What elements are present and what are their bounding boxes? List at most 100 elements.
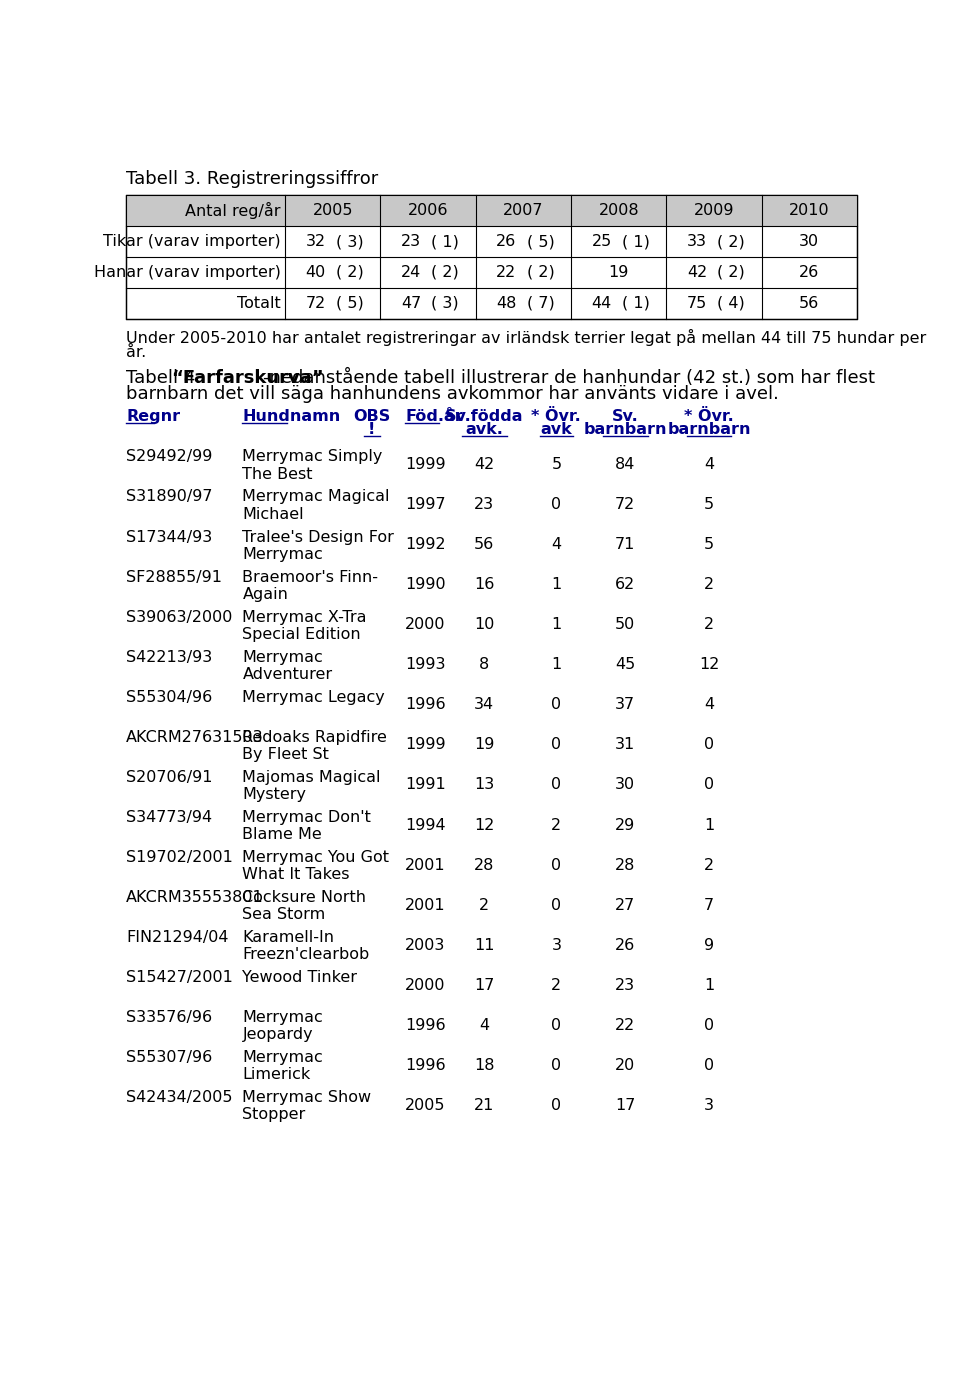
Text: Merrymac X-Tra
Special Edition: Merrymac X-Tra Special Edition <box>243 609 367 642</box>
Text: 2006: 2006 <box>408 203 448 219</box>
Text: S39063/2000: S39063/2000 <box>126 609 232 624</box>
Text: 45: 45 <box>615 657 636 673</box>
Text: 2: 2 <box>551 977 562 992</box>
Text: 28: 28 <box>615 858 636 872</box>
Text: 0: 0 <box>551 1017 562 1032</box>
Text: 2010: 2010 <box>789 203 829 219</box>
Text: 18: 18 <box>474 1057 494 1073</box>
Text: ( 2): ( 2) <box>431 264 459 280</box>
Text: barnbarn: barnbarn <box>584 422 667 437</box>
Text: Tikar (varav importer): Tikar (varav importer) <box>103 234 280 249</box>
Text: 26: 26 <box>496 234 516 249</box>
Text: 0: 0 <box>551 738 562 753</box>
Text: 0: 0 <box>551 497 562 512</box>
Text: Merrymac Don't
Blame Me: Merrymac Don't Blame Me <box>243 810 372 843</box>
Text: 0: 0 <box>551 698 562 713</box>
Text: Tabell 4.: Tabell 4. <box>126 370 207 388</box>
Text: ( 2): ( 2) <box>717 264 745 280</box>
Text: -nedanstående tabell illustrerar de hanhundar (42 st.) som har flest: -nedanstående tabell illustrerar de hanh… <box>263 370 875 388</box>
Text: SF28855/91: SF28855/91 <box>126 570 222 584</box>
Text: 3: 3 <box>704 1098 714 1113</box>
Text: 25: 25 <box>591 234 612 249</box>
Bar <box>126 195 857 318</box>
Text: 1996: 1996 <box>405 1017 445 1032</box>
Text: 2000: 2000 <box>405 617 445 632</box>
Text: 37: 37 <box>615 698 636 713</box>
Text: 1993: 1993 <box>405 657 445 673</box>
Text: 30: 30 <box>800 234 820 249</box>
Text: 19: 19 <box>609 264 629 280</box>
Text: 22: 22 <box>496 264 516 280</box>
Text: S33576/96: S33576/96 <box>126 1010 212 1026</box>
Text: 30: 30 <box>615 778 636 793</box>
Text: 0: 0 <box>704 778 714 793</box>
Text: 1991: 1991 <box>405 778 446 793</box>
Text: “Farfarskurva”: “Farfarskurva” <box>171 370 324 388</box>
Text: 31: 31 <box>615 738 636 753</box>
Text: 1990: 1990 <box>405 577 445 592</box>
Text: S29492/99: S29492/99 <box>126 450 212 465</box>
Text: 44: 44 <box>591 296 612 310</box>
Text: AKCRM27631503: AKCRM27631503 <box>126 729 264 745</box>
Text: 4: 4 <box>479 1017 490 1032</box>
Text: 42: 42 <box>474 457 494 472</box>
Text: 1997: 1997 <box>405 497 445 512</box>
Text: 0: 0 <box>704 1057 714 1073</box>
Text: 42: 42 <box>686 264 707 280</box>
Text: * Övr.: * Övr. <box>684 410 733 425</box>
Text: 2: 2 <box>479 898 490 912</box>
Text: AKCRM35553801: AKCRM35553801 <box>126 890 264 905</box>
Text: Merrymac
Jeopardy: Merrymac Jeopardy <box>243 1010 324 1042</box>
Text: * Övr.: * Övr. <box>532 410 581 425</box>
Text: OBS: OBS <box>353 410 391 425</box>
Text: barnbarn: barnbarn <box>667 422 751 437</box>
Text: ( 7): ( 7) <box>527 296 555 310</box>
Text: 34: 34 <box>474 698 494 713</box>
Text: Karamell-In
Freezn'clearbob: Karamell-In Freezn'clearbob <box>243 930 370 962</box>
Text: 13: 13 <box>474 778 494 793</box>
Text: 56: 56 <box>800 296 820 310</box>
Text: 32: 32 <box>305 234 325 249</box>
Text: 5: 5 <box>704 537 714 552</box>
Text: 2000: 2000 <box>405 977 445 992</box>
Text: 23: 23 <box>474 497 494 512</box>
Text: 0: 0 <box>704 738 714 753</box>
Text: ( 1): ( 1) <box>431 234 459 249</box>
Text: Redoaks Rapidfire
By Fleet St: Redoaks Rapidfire By Fleet St <box>243 729 387 763</box>
Text: 0: 0 <box>704 1017 714 1032</box>
Text: 2007: 2007 <box>503 203 543 219</box>
Text: 24: 24 <box>400 264 421 280</box>
Text: 17: 17 <box>474 977 494 992</box>
Text: S42434/2005: S42434/2005 <box>126 1091 232 1104</box>
Text: Tralee's Design For
Merrymac: Tralee's Design For Merrymac <box>243 530 395 562</box>
Text: 2001: 2001 <box>405 898 445 912</box>
Text: 21: 21 <box>474 1098 494 1113</box>
Text: S55304/96: S55304/96 <box>126 689 212 704</box>
Text: 1: 1 <box>704 818 714 833</box>
Text: ( 5): ( 5) <box>336 296 364 310</box>
Text: ( 3): ( 3) <box>336 234 364 249</box>
Bar <box>126 195 857 226</box>
Text: 1992: 1992 <box>405 537 445 552</box>
Text: 26: 26 <box>615 937 636 952</box>
Text: S19702/2001: S19702/2001 <box>126 850 233 865</box>
Text: avk.: avk. <box>466 422 503 437</box>
Text: 33: 33 <box>686 234 707 249</box>
Text: 56: 56 <box>474 537 494 552</box>
Text: 2001: 2001 <box>405 858 445 872</box>
Text: 1996: 1996 <box>405 698 445 713</box>
Text: 1999: 1999 <box>405 738 445 753</box>
Text: 1: 1 <box>704 977 714 992</box>
Text: S55307/96: S55307/96 <box>126 1050 212 1066</box>
Text: Under 2005-2010 har antalet registreringar av irländsk terrier legat på mellan 4: Under 2005-2010 har antalet registrering… <box>126 329 926 346</box>
Text: Merrymac You Got
What It Takes: Merrymac You Got What It Takes <box>243 850 390 882</box>
Text: 0: 0 <box>551 1098 562 1113</box>
Text: Majomas Magical
Mystery: Majomas Magical Mystery <box>243 770 381 803</box>
Text: 0: 0 <box>551 898 562 912</box>
Text: 2: 2 <box>704 617 714 632</box>
Text: 22: 22 <box>615 1017 636 1032</box>
Text: 11: 11 <box>474 937 494 952</box>
Text: 5: 5 <box>704 497 714 512</box>
Text: ( 1): ( 1) <box>622 234 650 249</box>
Text: 75: 75 <box>686 296 707 310</box>
